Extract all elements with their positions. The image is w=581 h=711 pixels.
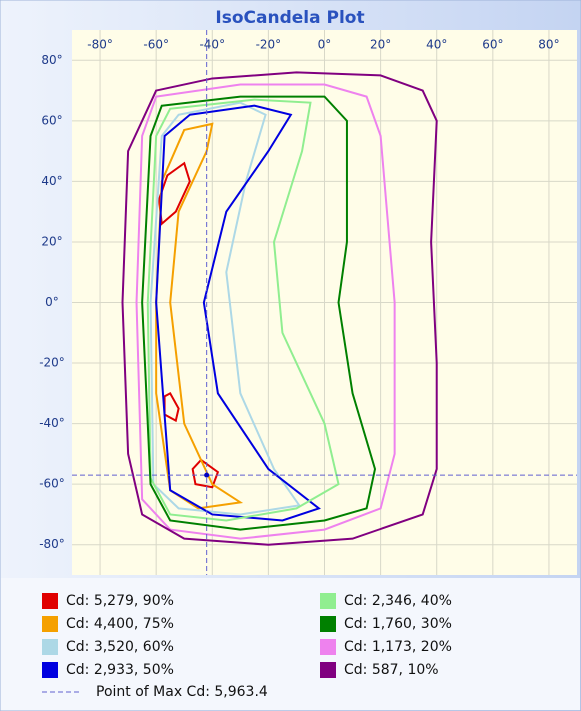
x-tick-label: -60°	[143, 38, 169, 52]
contour	[157, 161, 191, 226]
x-tick-label: 80°	[538, 38, 559, 52]
x-tick-label: -40°	[199, 38, 225, 52]
contour	[135, 83, 396, 540]
contour	[149, 101, 301, 516]
legend-swatch	[320, 662, 336, 678]
y-tick-label: 0°	[45, 295, 59, 309]
x-tick-label: 60°	[482, 38, 503, 52]
y-tick-label: 80°	[41, 53, 62, 67]
contour	[146, 98, 340, 522]
legend-swatch	[320, 639, 336, 655]
legend-label: Cd: 1,173, 20%	[344, 639, 452, 655]
legend-label: Cd: 2,346, 40%	[344, 593, 452, 609]
y-tick-label: -20°	[39, 356, 65, 370]
legend-swatch	[42, 593, 58, 609]
contour	[191, 458, 220, 489]
max-point	[204, 472, 210, 478]
legend-swatch	[42, 616, 58, 632]
legend-area	[1, 578, 580, 710]
x-tick-label: -80°	[87, 38, 113, 52]
y-tick-label: -40°	[39, 416, 65, 430]
legend-label: Cd: 2,933, 50%	[66, 662, 174, 678]
legend-label: Point of Max Cd: 5,963.4	[96, 684, 268, 700]
legend-label: Cd: 3,520, 60%	[66, 639, 174, 655]
contour	[163, 391, 180, 423]
legend-swatch	[42, 662, 58, 678]
legend-swatch	[42, 639, 58, 655]
legend-swatch	[320, 593, 336, 609]
x-tick-label: -20°	[256, 38, 282, 52]
contour	[155, 104, 321, 522]
chart-title: IsoCandela Plot	[215, 8, 364, 28]
y-tick-label: -60°	[39, 477, 65, 491]
contour	[141, 95, 377, 531]
x-tick-label: 0°	[318, 38, 332, 52]
x-tick-label: 20°	[370, 38, 391, 52]
y-tick-label: 40°	[41, 174, 62, 188]
legend-label: Cd: 4,400, 75%	[66, 616, 174, 632]
contour	[121, 71, 438, 546]
y-tick-label: 20°	[41, 234, 62, 248]
x-tick-label: 40°	[426, 38, 447, 52]
legend-swatch	[320, 616, 336, 632]
contour	[155, 122, 244, 510]
y-tick-label: 60°	[41, 113, 62, 127]
legend-label: Cd: 5,279, 90%	[66, 593, 174, 609]
legend-label: Cd: 587, 10%	[344, 662, 439, 678]
y-tick-label: -80°	[39, 537, 65, 551]
legend-label: Cd: 1,760, 30%	[344, 616, 452, 632]
